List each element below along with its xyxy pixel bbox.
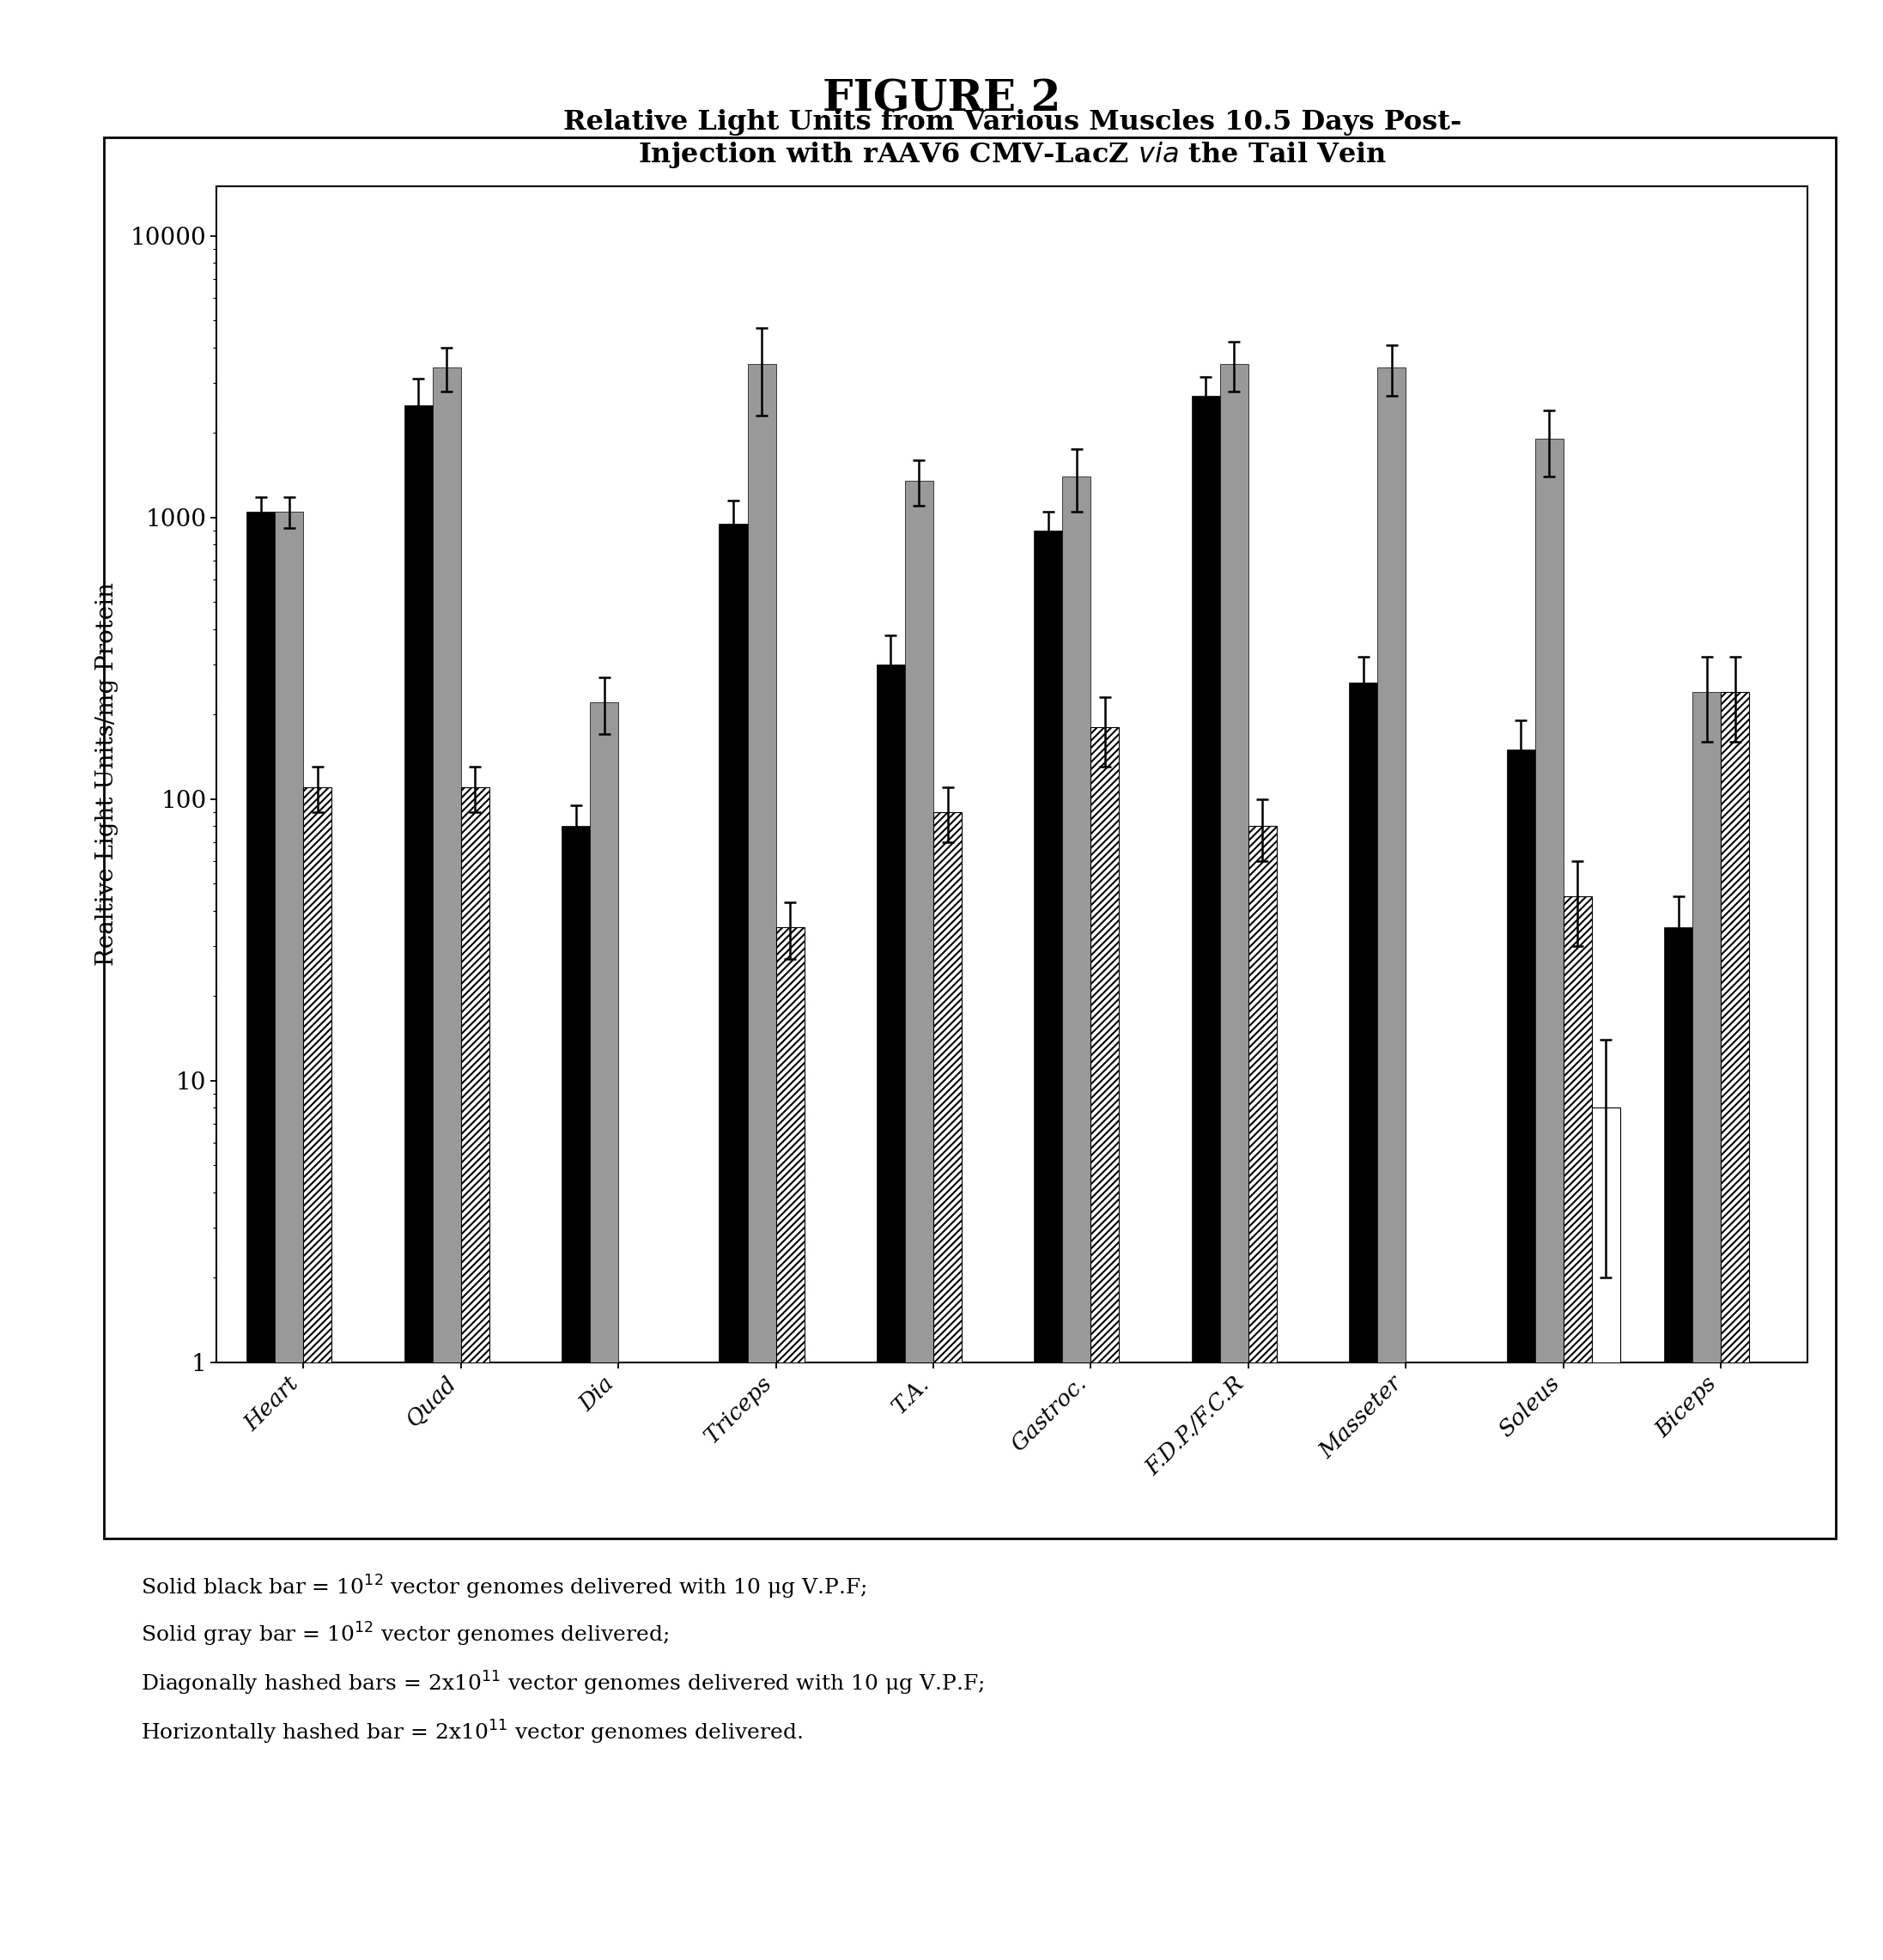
Bar — [1248, 827, 1277, 1960]
Y-axis label: Realtive Light Units/mg Protein: Realtive Light Units/mg Protein — [96, 582, 119, 966]
Bar — [934, 811, 962, 1960]
Bar — [776, 927, 804, 1960]
Text: Solid black bar = 10$^{12}$ vector genomes delivered with 10 μg V.P.F;: Solid black bar = 10$^{12}$ vector genom… — [141, 1574, 868, 1601]
Bar — [1350, 682, 1378, 1960]
Bar — [275, 512, 303, 1960]
Bar — [877, 664, 906, 1960]
Bar — [1563, 896, 1591, 1960]
Bar — [719, 523, 748, 1960]
Bar — [1693, 692, 1721, 1960]
Bar — [589, 702, 618, 1960]
Bar — [1665, 927, 1693, 1960]
Bar — [748, 365, 776, 1960]
Bar — [303, 788, 331, 1960]
Bar — [1591, 1107, 1619, 1960]
Bar — [1378, 368, 1407, 1960]
Bar — [1721, 692, 1749, 1960]
Text: Horizontally hashed bar = 2x10$^{11}$ vector genomes delivered.: Horizontally hashed bar = 2x10$^{11}$ ve… — [141, 1719, 802, 1746]
Bar — [1220, 365, 1248, 1960]
Bar — [1192, 396, 1220, 1960]
Bar — [1090, 727, 1119, 1960]
Bar — [1034, 531, 1062, 1960]
Bar — [1506, 749, 1535, 1960]
Text: Solid gray bar = 10$^{12}$ vector genomes delivered;: Solid gray bar = 10$^{12}$ vector genome… — [141, 1621, 670, 1648]
Bar — [433, 368, 461, 1960]
Bar — [906, 480, 934, 1960]
Bar — [461, 788, 490, 1960]
Bar — [561, 827, 589, 1960]
Bar — [247, 512, 275, 1960]
Bar — [1535, 439, 1563, 1960]
Title: Relative Light Units from Various Muscles 10.5 Days Post-
Injection with rAAV6 C: Relative Light Units from Various Muscle… — [563, 110, 1461, 171]
Text: Diagonally hashed bars = 2x10$^{11}$ vector genomes delivered with 10 μg V.P.F;: Diagonally hashed bars = 2x10$^{11}$ vec… — [141, 1670, 985, 1697]
Bar — [1062, 476, 1090, 1960]
Bar — [405, 406, 433, 1960]
Text: FIGURE 2: FIGURE 2 — [823, 78, 1060, 120]
